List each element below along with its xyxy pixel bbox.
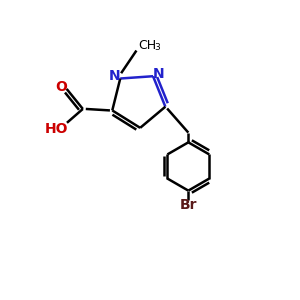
Text: CH: CH: [138, 39, 156, 52]
Text: O: O: [56, 80, 67, 94]
Text: HO: HO: [45, 122, 68, 136]
Text: 3: 3: [154, 43, 160, 52]
Text: N: N: [109, 69, 121, 83]
Text: Br: Br: [180, 198, 197, 212]
Text: N: N: [152, 67, 164, 81]
